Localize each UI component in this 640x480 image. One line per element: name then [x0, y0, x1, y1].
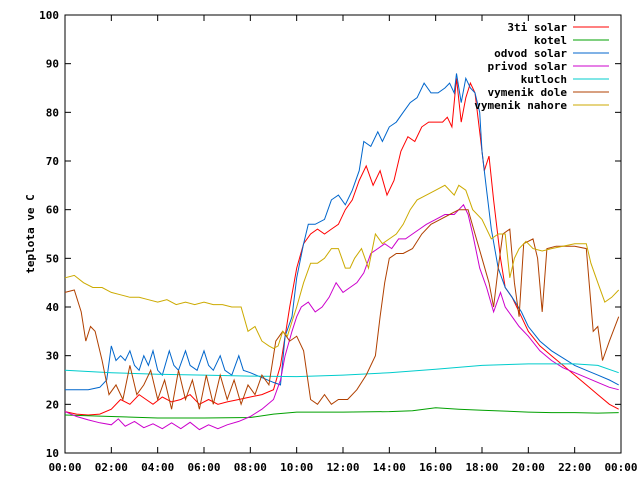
legend-label: 3ti solar: [507, 21, 567, 34]
x-tick-label: 08:00: [234, 461, 267, 474]
x-tick-label: 02:00: [95, 461, 128, 474]
x-tick-label: 10:00: [280, 461, 313, 474]
legend-label: kutloch: [521, 73, 567, 86]
y-tick-label: 90: [46, 58, 59, 71]
legend-label: kotel: [534, 34, 567, 47]
x-tick-label: 04:00: [141, 461, 174, 474]
y-tick-label: 20: [46, 398, 59, 411]
y-tick-label: 40: [46, 301, 59, 314]
x-tick-label: 20:00: [512, 461, 545, 474]
y-axis-label: teplota ve C: [24, 194, 37, 273]
legend-label: vymenik nahore: [474, 99, 567, 112]
y-tick-label: 80: [46, 106, 59, 119]
x-tick-label: 00:00: [604, 461, 637, 474]
y-tick-label: 70: [46, 155, 59, 168]
x-tick-label: 16:00: [419, 461, 452, 474]
y-tick-label: 60: [46, 204, 59, 217]
x-tick-label: 14:00: [373, 461, 406, 474]
y-tick-label: 30: [46, 350, 59, 363]
y-tick-label: 50: [46, 252, 59, 265]
x-tick-label: 22:00: [558, 461, 591, 474]
series-line-2: [65, 73, 619, 391]
series-line-0: [64, 78, 619, 416]
axis-ticks: 10 20 30 40 50 60 70 80 90 100 00:00 02:00 04:00 06:0…: [39, 9, 637, 474]
legend-label: privod solar: [488, 60, 568, 73]
x-tick-label: 00:00: [48, 461, 81, 474]
y-tick-label: 100: [39, 9, 59, 22]
series-line-3: [64, 203, 619, 431]
legend-label: odvod solar: [494, 47, 567, 60]
x-tick-label: 18:00: [465, 461, 498, 474]
series-line-6: [64, 184, 620, 349]
series-line-4: [64, 363, 619, 378]
series-line-1: [64, 407, 619, 419]
legend-label: vymenik dole: [488, 86, 568, 99]
series-layer: [64, 73, 620, 431]
series-line-5: [64, 209, 620, 410]
x-tick-label: 12:00: [326, 461, 359, 474]
x-tick-label: 06:00: [187, 461, 220, 474]
y-tick-label: 10: [46, 447, 59, 460]
